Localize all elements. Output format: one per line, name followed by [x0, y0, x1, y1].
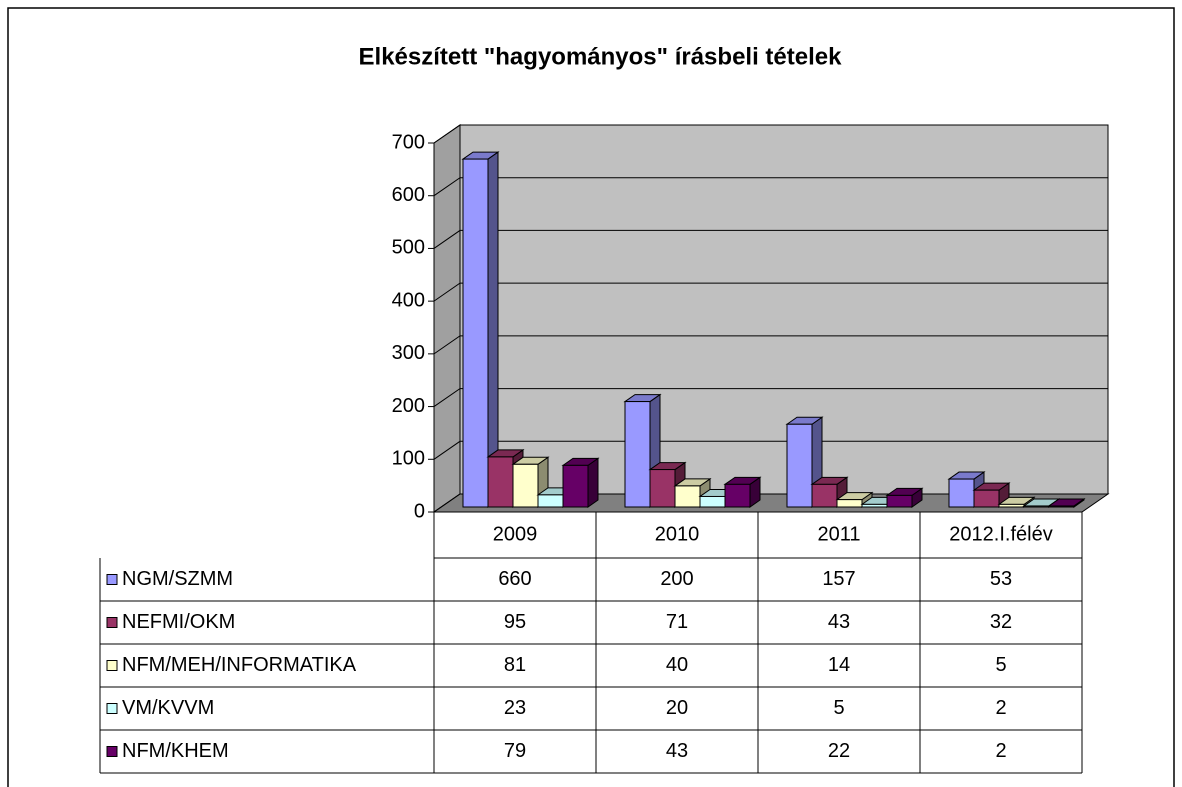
- y-tick-label: 400: [392, 289, 425, 311]
- legend-label: NEFMI/OKM: [122, 611, 235, 633]
- bar-front: [886, 494, 913, 508]
- x-tick-label: 2010: [655, 523, 700, 545]
- bar-front: [1048, 505, 1075, 508]
- grid-line: [433, 124, 1108, 144]
- bar-front: [836, 499, 863, 508]
- grid-line: [433, 177, 1108, 197]
- chart-frame: [7, 7, 1175, 787]
- bar: [1047, 497, 1086, 508]
- data-table: 2009 2010 2011 2012.I.félév NGM/SZMM 660 200 15…: [99, 512, 1083, 774]
- bar-front: [973, 489, 1000, 508]
- table-value: 14: [828, 654, 850, 676]
- table-value: 40: [666, 654, 688, 676]
- plot-area: 0 100 200 300 400 500 600 700: [392, 124, 1110, 522]
- legend-label: VM/KVVM: [122, 697, 214, 719]
- table-value: 2: [995, 740, 1006, 762]
- table-value: 23: [504, 697, 526, 719]
- bar-front: [462, 158, 489, 508]
- legend-key: [106, 703, 118, 714]
- chart-title: Elkészített "hagyományos" írásbeli tétel…: [359, 43, 843, 70]
- table-value: 5: [833, 697, 844, 719]
- bar: [461, 151, 500, 508]
- legend-key: [106, 574, 118, 585]
- table-value: 200: [660, 568, 693, 590]
- bar-front: [699, 495, 726, 508]
- x-tick-label: 2009: [493, 523, 538, 545]
- bar-front: [512, 463, 539, 508]
- bar-front: [786, 423, 813, 508]
- side-wall: [433, 124, 461, 513]
- bar-front: [811, 483, 838, 508]
- table-value: 71: [666, 611, 688, 633]
- legend-label: NFM/KHEM: [122, 740, 229, 762]
- bar-front: [1023, 505, 1050, 508]
- bar-front: [674, 485, 701, 508]
- table-value: 53: [990, 568, 1012, 590]
- legend-label: NGM/SZMM: [122, 568, 233, 590]
- table-value: 95: [504, 611, 526, 633]
- grid-line: [433, 388, 1108, 407]
- grid-line: [433, 440, 1108, 460]
- bar: [561, 457, 600, 508]
- y-tick-label: 600: [392, 184, 425, 206]
- y-tick-label: 100: [392, 448, 425, 470]
- table-value: 20: [666, 697, 688, 719]
- table-value: 5: [995, 654, 1006, 676]
- table-value: 660: [498, 568, 531, 590]
- legend-key: [106, 617, 118, 628]
- table-value: 22: [828, 740, 850, 762]
- bar-side: [587, 457, 599, 508]
- legend-label: NFM/MEH/INFORMATIKA: [122, 654, 357, 676]
- x-tick-label: 2011: [817, 523, 860, 545]
- bar-front: [724, 483, 751, 508]
- y-tick-label: 700: [392, 131, 425, 153]
- table-value: 81: [504, 654, 526, 676]
- table-value: 2: [995, 697, 1006, 719]
- bar-front: [649, 469, 676, 508]
- table-value: 79: [504, 740, 526, 762]
- bar-front: [624, 401, 651, 508]
- bar: [723, 476, 762, 508]
- bar-front: [537, 494, 564, 508]
- bar-front: [562, 464, 589, 508]
- bar-front: [861, 503, 888, 508]
- grid-line: [433, 282, 1108, 302]
- grid-line: [433, 335, 1108, 355]
- table-value: 157: [822, 568, 855, 590]
- y-tick-label: 0: [414, 500, 425, 522]
- bar-front: [948, 478, 975, 508]
- table-value: 43: [666, 740, 688, 762]
- grid-line: [433, 229, 1108, 249]
- legend-key: [106, 660, 118, 671]
- back-wall: [459, 124, 1109, 495]
- table-value: 43: [828, 611, 850, 633]
- x-tick-label: 2012.I.félév: [949, 523, 1052, 545]
- y-tick-label: 500: [392, 237, 425, 259]
- legend-key: [106, 746, 118, 757]
- y-tick-label: 300: [392, 342, 425, 364]
- bar-front: [487, 456, 514, 508]
- y-tick-label: 200: [392, 395, 425, 417]
- table-value: 32: [990, 611, 1012, 633]
- bar-front: [998, 503, 1025, 508]
- bar: [885, 487, 924, 508]
